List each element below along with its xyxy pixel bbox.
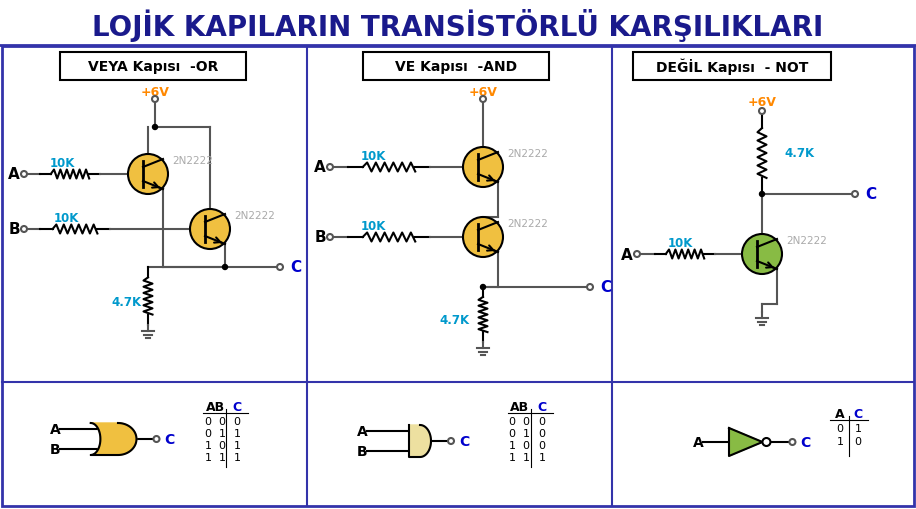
Circle shape — [762, 438, 770, 446]
Text: A: A — [835, 408, 845, 420]
Circle shape — [463, 148, 503, 188]
Text: C: C — [459, 434, 469, 448]
Text: 0  1: 0 1 — [204, 428, 225, 438]
Circle shape — [21, 172, 27, 178]
Text: B: B — [8, 222, 20, 237]
Text: VEYA Kapısı  -OR: VEYA Kapısı -OR — [88, 60, 218, 74]
Text: C: C — [600, 280, 611, 295]
Circle shape — [480, 97, 486, 103]
Text: C: C — [233, 401, 242, 414]
Circle shape — [152, 125, 158, 130]
Text: A: A — [692, 435, 703, 449]
Text: A: A — [356, 424, 367, 438]
Text: 1  1: 1 1 — [204, 452, 225, 462]
Circle shape — [327, 235, 333, 241]
Text: 1: 1 — [234, 428, 241, 438]
FancyBboxPatch shape — [363, 53, 549, 81]
Text: 0  0: 0 0 — [509, 416, 530, 426]
Text: 1  1: 1 1 — [509, 452, 530, 462]
Circle shape — [327, 165, 333, 171]
Text: C: C — [865, 187, 876, 202]
Text: 2N2222: 2N2222 — [172, 156, 213, 165]
Text: C: C — [801, 435, 811, 449]
Polygon shape — [729, 428, 762, 456]
Text: C: C — [165, 432, 175, 446]
Text: 2N2222: 2N2222 — [507, 149, 548, 159]
Text: 0: 0 — [539, 416, 546, 426]
Circle shape — [759, 109, 765, 115]
Text: 4.7K: 4.7K — [440, 314, 470, 327]
Text: 2N2222: 2N2222 — [234, 211, 275, 220]
Text: VE Kapısı  -AND: VE Kapısı -AND — [395, 60, 517, 74]
Circle shape — [759, 192, 765, 197]
Text: 10K: 10K — [360, 220, 386, 233]
Text: DEĞİL Kapısı  - NOT: DEĞİL Kapısı - NOT — [656, 59, 808, 75]
Text: C: C — [290, 260, 301, 275]
Polygon shape — [409, 425, 431, 457]
Text: C: C — [854, 408, 863, 420]
Text: 1: 1 — [234, 440, 241, 450]
Circle shape — [481, 285, 485, 290]
Text: C: C — [538, 401, 547, 414]
Text: 1: 1 — [539, 452, 546, 462]
Text: 1  0: 1 0 — [204, 440, 225, 450]
Text: 0: 0 — [234, 416, 241, 426]
Text: B: B — [356, 444, 367, 458]
Text: A: A — [8, 167, 20, 182]
Text: 0: 0 — [539, 428, 546, 438]
Text: 10K: 10K — [49, 157, 75, 170]
Circle shape — [463, 217, 503, 258]
Text: AB: AB — [510, 401, 529, 414]
Text: 0: 0 — [539, 440, 546, 450]
Text: 4.7K: 4.7K — [784, 147, 814, 160]
Text: A: A — [49, 422, 60, 436]
Circle shape — [448, 438, 454, 444]
Circle shape — [634, 251, 640, 258]
Circle shape — [587, 285, 593, 291]
Circle shape — [128, 155, 168, 194]
FancyBboxPatch shape — [60, 53, 246, 81]
Circle shape — [277, 265, 283, 270]
Text: 2N2222: 2N2222 — [786, 236, 827, 245]
Text: AB: AB — [205, 401, 224, 414]
Circle shape — [852, 191, 858, 197]
Text: 4.7K: 4.7K — [111, 296, 141, 309]
Text: A: A — [621, 247, 633, 262]
Circle shape — [223, 265, 227, 270]
Text: 10K: 10K — [668, 237, 692, 250]
FancyBboxPatch shape — [633, 53, 831, 81]
Circle shape — [190, 210, 230, 249]
Text: +6V: +6V — [469, 86, 497, 98]
Text: 1: 1 — [836, 436, 844, 446]
Circle shape — [152, 97, 158, 103]
Text: B: B — [314, 230, 326, 245]
Text: 0: 0 — [855, 436, 862, 446]
Text: 1: 1 — [855, 423, 862, 433]
Text: LOJİK KAPILARIN TRANSİSTÖRLÜ KARŞILIKLARI: LOJİK KAPILARIN TRANSİSTÖRLÜ KARŞILIKLAR… — [93, 10, 823, 42]
Circle shape — [742, 235, 782, 274]
Text: +6V: +6V — [140, 86, 169, 98]
Text: 0  1: 0 1 — [509, 428, 530, 438]
Circle shape — [790, 439, 795, 445]
Polygon shape — [91, 423, 136, 455]
Circle shape — [154, 436, 159, 442]
Text: B: B — [49, 442, 60, 456]
Text: 10K: 10K — [360, 150, 386, 163]
Circle shape — [21, 227, 27, 233]
Text: 2N2222: 2N2222 — [507, 218, 548, 229]
Text: 1: 1 — [234, 452, 241, 462]
Text: 0  0: 0 0 — [204, 416, 225, 426]
Text: 0: 0 — [836, 423, 844, 433]
Text: A: A — [314, 160, 326, 175]
Text: 10K: 10K — [53, 212, 79, 225]
Text: +6V: +6V — [747, 96, 777, 109]
Text: 1  0: 1 0 — [509, 440, 530, 450]
